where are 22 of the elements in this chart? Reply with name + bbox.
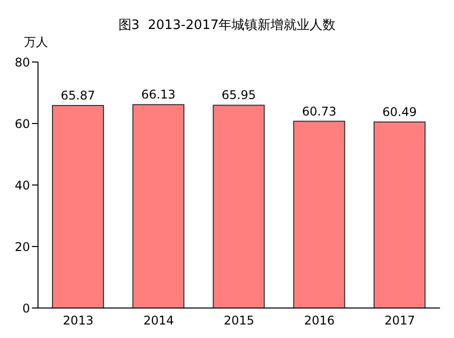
data-label: 65.87 [60,88,96,102]
bar [293,120,346,308]
data-label: 65.95 [222,88,256,102]
y-tick-label: 80 [14,55,30,70]
data-label: 60.73 [302,104,336,118]
x-tick-label: 2017 [384,314,416,328]
x-tick-label: 2016 [304,314,335,328]
data-label: 60.49 [382,104,417,119]
y-tick-label: 60 [14,116,30,131]
x-tick-label: 2013 [62,314,94,328]
y-tick-label: 20 [14,240,30,254]
bar [374,121,426,308]
bar [132,104,184,308]
data-label: 66.13 [141,88,176,102]
y-tick-label: 0 [22,301,30,316]
x-tick-label: 2015 [224,314,254,328]
bar [52,104,104,308]
chart-title: 图3 2013-2017年城镇新增就业人数 [117,17,337,34]
bar [212,104,265,308]
y-tick-label: 40 [14,178,30,192]
x-tick-label: 2014 [143,314,174,328]
y-axis-title: 万人 [24,34,48,51]
